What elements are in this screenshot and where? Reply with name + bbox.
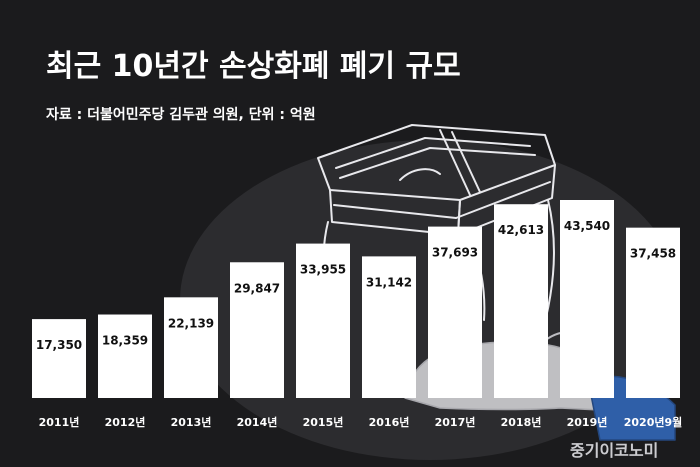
x-tick-label: 2012년 xyxy=(105,415,146,429)
bar-2020년9월 xyxy=(626,227,680,398)
chart-subtitle: 자료 : 더불어민주당 김두관 의원, 단위 : 억원 xyxy=(46,106,316,123)
x-tick-label: 2015년 xyxy=(303,415,344,429)
bar-2019년 xyxy=(560,200,614,398)
bar-2016년 xyxy=(362,256,416,398)
value-label: 31,142 xyxy=(366,275,412,289)
x-tick-label: 2018년 xyxy=(501,415,542,429)
x-tick-label: 2019년 xyxy=(567,415,608,429)
bar-2017년 xyxy=(428,226,482,398)
value-label: 42,613 xyxy=(498,223,544,237)
bar-2011년 xyxy=(32,319,86,398)
value-label: 33,955 xyxy=(300,263,346,277)
x-axis-tick-labels: 2011년 2012년 2013년 2014년 2015년 2016년 2017년 2018년… xyxy=(39,415,683,429)
value-labels: 17,350 18,359 22,139 29,847 33,955 31,142 37,6… xyxy=(36,219,676,352)
x-tick-label: 2016년 xyxy=(369,415,410,429)
bar-2014년 xyxy=(230,262,284,398)
value-label: 37,458 xyxy=(630,247,676,261)
bar-series xyxy=(32,200,680,398)
bar-2015년 xyxy=(296,243,350,398)
value-label: 17,350 xyxy=(36,338,82,352)
watermark-text: 중기이코노미 xyxy=(570,441,658,460)
bar-2018년 xyxy=(494,204,548,398)
bar-2013년 xyxy=(164,297,218,398)
x-tick-label: 2020년9월 xyxy=(624,415,683,429)
value-label: 18,359 xyxy=(102,334,148,348)
value-label: 43,540 xyxy=(564,219,610,233)
x-tick-label: 2013년 xyxy=(171,415,212,429)
value-label: 29,847 xyxy=(234,281,280,295)
x-tick-label: 2014년 xyxy=(237,415,278,429)
x-tick-label: 2011년 xyxy=(39,415,80,429)
bar-2012년 xyxy=(98,314,152,398)
chart-title: 최근 10년간 손상화폐 폐기 규모 xyxy=(46,49,461,84)
value-label: 37,693 xyxy=(432,246,478,260)
x-tick-label: 2017년 xyxy=(435,415,476,429)
value-label: 22,139 xyxy=(168,316,214,330)
